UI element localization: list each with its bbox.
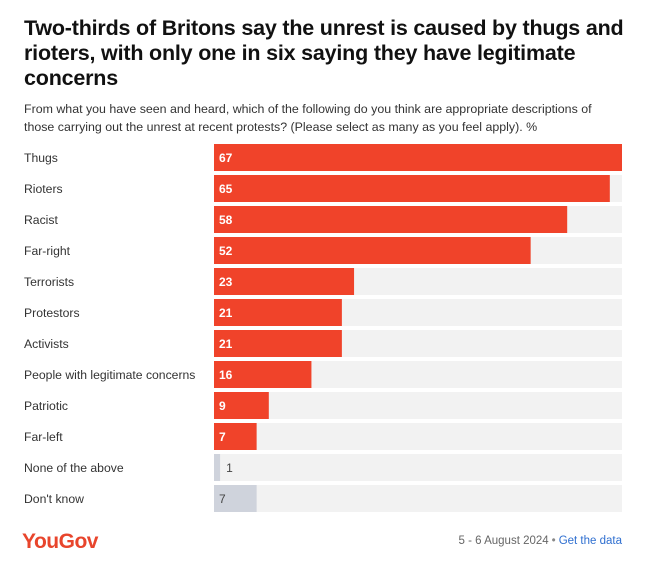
bar-value-label: 9 [219,399,226,413]
category-label: Far-left [24,430,63,444]
category-label: Racist [24,213,58,227]
category-label: Terrorists [24,275,74,289]
bar-value-label: 58 [219,213,233,227]
bar[interactable] [214,392,269,419]
survey-date: 5 - 6 August 2024 [458,535,549,547]
category-label: Protestors [24,306,80,320]
bar-value-label: 7 [219,430,226,444]
bar[interactable] [214,485,257,512]
bar-track [214,392,622,419]
bar-track [214,423,622,450]
bar[interactable] [214,175,610,202]
bar-value-label: 65 [219,182,233,196]
category-label: Activists [24,337,69,351]
bar-track [214,454,622,481]
category-label: None of the above [24,461,124,475]
bar-value-label: 7 [219,492,226,506]
category-label: People with legitimate concerns [24,368,195,382]
bar[interactable] [214,423,257,450]
bar[interactable] [214,299,342,326]
category-label: Don't know [24,492,84,506]
bar-value-label: 67 [219,151,233,165]
bar[interactable] [214,206,568,233]
bar-track [214,485,622,512]
category-label: Patriotic [24,399,68,413]
bar[interactable] [214,330,342,357]
category-label: Far-right [24,244,71,258]
bar-value-label: 16 [219,368,233,382]
category-label: Rioters [24,182,63,196]
bar[interactable] [214,237,531,264]
footer: 5 - 6 August 2024 • Get the data [459,535,622,547]
chart-subtitle: From what you have seen and heard, which… [24,102,592,134]
bar[interactable] [214,361,312,388]
bar-value-label: 21 [219,337,233,351]
bar[interactable] [214,144,622,171]
bar-value-label: 21 [219,306,233,320]
bar-value-label: 52 [219,244,233,258]
bar-value-label: 23 [219,275,233,289]
bar[interactable] [214,454,221,481]
chart-title: Two-thirds of Britons say the unrest is … [24,16,624,90]
yougov-logo: YouGov [22,530,98,553]
category-label: Thugs [24,151,58,165]
get-the-data-link[interactable]: Get the data [558,535,622,547]
footer-separator: • [551,535,556,547]
bar[interactable] [214,268,355,295]
bar-value-label: 1 [226,461,233,475]
